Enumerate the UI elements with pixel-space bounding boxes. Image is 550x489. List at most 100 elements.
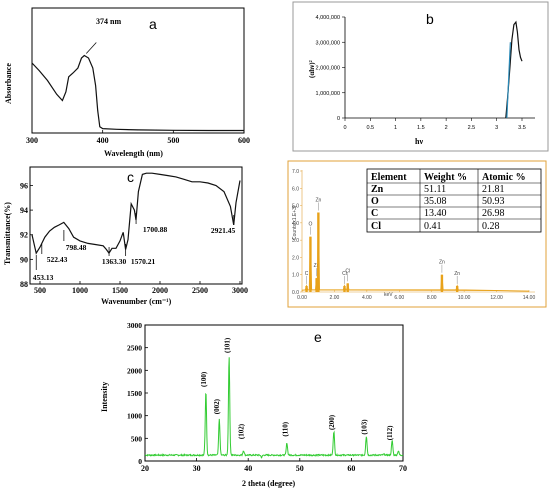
panel-d-x-tick-label: 0.00 (297, 295, 307, 301)
panel-c-peak-label: 1700.88 (143, 225, 168, 234)
panel-b-x-tick-label: 1 (394, 125, 397, 131)
panel-c-x-tick-label: 2000 (152, 286, 168, 295)
panel-e-x-tick-label: 30 (193, 464, 201, 473)
panel-b-y-tick-label: 0 (337, 116, 340, 122)
panel-c-y-tick-label: 92 (20, 231, 28, 240)
panel-e-peak-label: (002) (213, 398, 221, 414)
panel-d-peak-label: Zn (454, 271, 460, 277)
panel-d-peak-bar (343, 285, 346, 292)
panel-c-peak-label: 798.48 (66, 243, 87, 252)
panel-d-y-tick-label: 2.0 (292, 255, 299, 261)
panel-c-y-tick-label: 96 (20, 181, 28, 190)
panel-d-y-tick-label: 1.0 (292, 273, 299, 279)
panel-c-label: c (127, 169, 134, 185)
eds-header-weight: Weight % (424, 172, 467, 183)
panel-c: c Wavenumber (cm⁻¹) Transmittance(%) 500… (3, 166, 248, 306)
panel-d-x-tick-label: 4.00 (362, 295, 372, 301)
panel-e-x-tick-label: 70 (399, 464, 407, 473)
panel-e-frame (144, 324, 404, 462)
panel-c-x-tick-label: 3000 (232, 286, 248, 295)
panel-a-annotation-arrow (85, 42, 97, 54)
panel-d-border (287, 160, 547, 308)
panel-d-peak-label: C (305, 271, 309, 277)
panel-c-peak-label: 1363.30 (102, 257, 127, 266)
panel-d-y-tick-label: 4.0 (292, 221, 299, 227)
panel-d-x-tick-label: 6.00 (394, 295, 404, 301)
eds-cell: 0.41 (424, 221, 442, 232)
eds-cell: 26.98 (482, 208, 505, 219)
panel-e-peak-label: (200) (328, 414, 336, 430)
eds-table-frame (366, 168, 542, 233)
panel-d-peak-label: Zn (315, 197, 321, 203)
panel-d-y-tick-label: 3.0 (292, 238, 299, 244)
panel-d-peak-label: Zn (314, 263, 320, 269)
eds-header-element: Element (371, 172, 407, 183)
eds-cell: Cl (371, 221, 381, 232)
panel-b-fit-line (506, 42, 511, 119)
panel-b-border (292, 1, 549, 152)
panel-e-y-tick-label: 3000 (127, 321, 142, 330)
panel-e-peak-label: (102) (238, 423, 246, 439)
panel-d-x-tick-label: 12.00 (490, 295, 503, 301)
panel-b-y-tick-label: 3,000,000 (316, 40, 340, 46)
panel-e-x-tick-label: 40 (244, 464, 252, 473)
panel-e-label: e (314, 329, 322, 345)
panel-b-series (505, 20, 523, 119)
eds-cell: 35.08 (424, 196, 447, 207)
panel-c-peak-label: 522.43 (47, 255, 68, 264)
panel-e-y-tick-label: 1500 (127, 389, 142, 398)
panel-d-peak-label: Cl (345, 268, 350, 274)
panel-b-x-tick-label: 3 (495, 125, 498, 131)
panel-b-ylabel: (αhν)² (308, 60, 316, 78)
panel-a-x-tick-label: 300 (26, 136, 38, 145)
panel-c-xlabel: Wavenumber (cm⁻¹) (101, 297, 172, 306)
panel-c-x-tick-label: 1000 (72, 286, 88, 295)
panel-c-y-tick-label: 94 (20, 206, 28, 215)
panel-b-y-tick-label: 1,000,000 (316, 91, 340, 97)
panel-c-y-tick-label: 90 (20, 255, 28, 264)
panel-e-series (144, 357, 404, 459)
panel-c-peak-label: 2921.45 (211, 226, 236, 235)
panel-b-x-tick-label: 2 (445, 125, 448, 131)
panel-e: e 2 theta (degree) Intensity 20 30 40 50 60 7… (100, 321, 407, 488)
panel-b-label: b (426, 11, 434, 27)
panel-a-ylabel: Absorbance (4, 63, 13, 104)
panel-a-label: a (149, 16, 157, 32)
panel-b-y-tick-label: 2,000,000 (316, 66, 340, 72)
panel-c-peak-label: 453.13 (33, 273, 54, 282)
panel-e-peak-label: (112) (386, 425, 394, 440)
panel-d-peak-bar (317, 212, 320, 292)
panel-d-peak-bar (305, 285, 308, 292)
panel-e-x-tick-label: 60 (347, 464, 355, 473)
panel-d-peak-bar (455, 285, 459, 292)
panel-d-peak-bar (315, 278, 318, 292)
panel-b-xlabel: hν (415, 137, 423, 146)
panel-e-x-tick-label: 50 (296, 464, 304, 473)
panel-d-x-tick-label: 10.00 (458, 295, 471, 301)
panel-e-y-tick-label: 500 (131, 434, 143, 443)
panel-c-ylabel: Transmittance(%) (3, 202, 12, 265)
panel-c-x-tick-label: 2500 (192, 286, 208, 295)
panel-a-x-tick-label: 500 (167, 136, 179, 145)
panel-a-annotation: 374 nm (96, 17, 121, 26)
panel-e-y-tick-label: 2500 (127, 344, 142, 353)
panel-c-x-tick-label: 500 (34, 286, 46, 295)
panel-a-x-tick-label: 600 (238, 136, 250, 145)
panel-d-y-tick-label: 7.0 (292, 169, 299, 175)
panel-d-y-tick-label: 5.0 (292, 204, 299, 210)
panel-d-x-tick-label: 2.00 (330, 295, 340, 301)
panel-e-peak-label: (103) (360, 419, 368, 435)
panel-d-peak-bar (346, 283, 349, 292)
eds-cell: 50.93 (482, 196, 505, 207)
panel-b-x-tick-label: 2.5 (468, 125, 476, 131)
eds-cell: 0.28 (482, 221, 500, 232)
panel-d-peak-label: Cl (342, 271, 347, 277)
panel-e-ylabel: Intensity (100, 382, 109, 412)
panel-c-y-tick-label: 88 (20, 280, 28, 289)
panel-d-peak-label: Zn (439, 260, 445, 266)
panel-e-y-tick-label: 1000 (127, 412, 142, 421)
panel-c-x-tick-label: 1500 (112, 286, 128, 295)
panel-a-xlabel: Wavelength (nm) (104, 149, 163, 158)
eds-cell: 21.81 (482, 184, 505, 195)
